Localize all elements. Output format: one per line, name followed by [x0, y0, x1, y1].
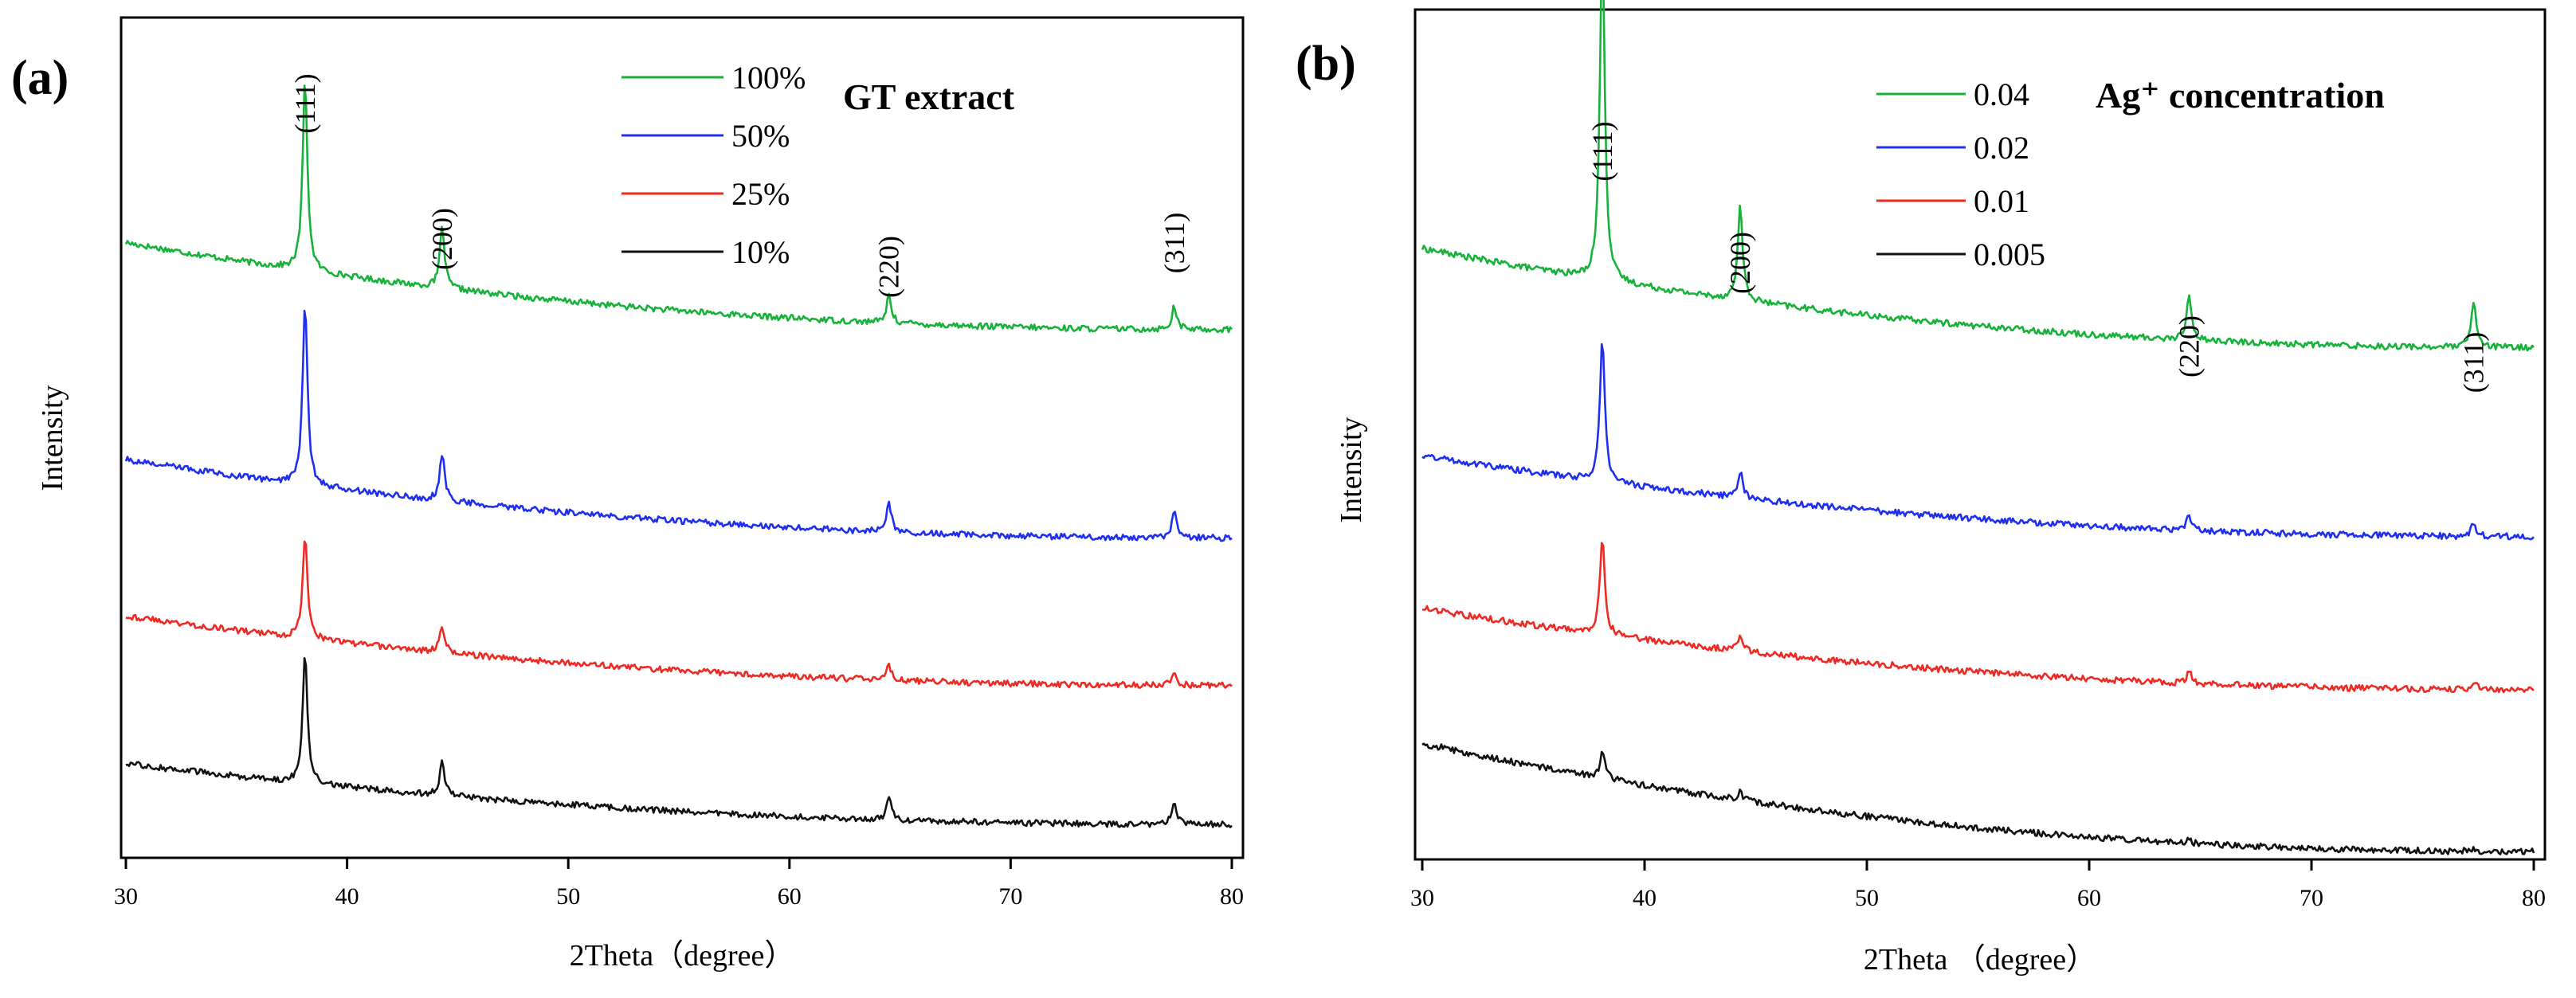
panel-b-legend: 0.04 0.02 0.01 0.005	[1876, 76, 2045, 272]
x-tick-label: 50	[556, 883, 580, 910]
panel-a-x-axis-title: 2Theta（degree）	[570, 939, 795, 973]
x-tick-label: 50	[1855, 885, 1879, 911]
series-line	[1421, 342, 2535, 541]
x-tick-label: 70	[998, 883, 1022, 910]
panel-b-series-group	[1421, 0, 2535, 855]
legend-label: 100%	[731, 60, 806, 96]
x-tick-label: 40	[335, 883, 359, 910]
legend-label: 10%	[731, 234, 790, 270]
x-tick-label: 60	[778, 883, 802, 910]
x-tick-label: 60	[2077, 885, 2101, 911]
panel-a-legend-title: GT extract	[843, 76, 1015, 117]
series-line	[125, 540, 1233, 690]
panel-a-legend: 100% 50% 25% 10%	[621, 60, 806, 270]
panel-a-series-group	[124, 84, 1233, 828]
legend-label: 0.04	[1974, 76, 2029, 112]
x-tick-label: 80	[1220, 883, 1244, 910]
panel-b-legend-title: Ag⁺ concentration	[2096, 75, 2385, 115]
peak-label: (200)	[426, 208, 458, 270]
x-tick-label: 30	[1410, 885, 1434, 911]
panel-b-plot-frame	[1413, 8, 2547, 861]
panel-b-x-axis-title: 2Theta （degree）	[1864, 943, 2096, 976]
peak-label: (111)	[1586, 121, 1618, 181]
peak-label: (220)	[2174, 315, 2205, 378]
legend-label: 0.005	[1974, 237, 2045, 272]
peak-label: (220)	[873, 236, 905, 298]
x-tick-label: 40	[1633, 885, 1657, 911]
panel-b-x-ticks: 30 40 50 60 70 80	[1410, 859, 2546, 911]
panel-b-label: (b)	[1296, 37, 1356, 91]
panel-a-plot-frame	[120, 16, 1245, 859]
peak-label: (311)	[1159, 213, 1190, 274]
series-line	[1422, 542, 2535, 694]
peak-label: (111)	[289, 73, 321, 133]
panel-a-label: (a)	[11, 51, 69, 105]
series-line	[1421, 742, 2535, 855]
panel-a-peak-labels: (111) (200) (220) (311)	[289, 73, 1190, 298]
series-line	[124, 309, 1233, 542]
panel-b-y-axis-title: Intensity	[1335, 417, 1368, 523]
series-line	[1421, 0, 2535, 352]
panel-a-x-ticks: 30 40 50 60 70 80	[114, 858, 1244, 910]
peak-label: (311)	[2458, 332, 2490, 393]
x-tick-label: 80	[2522, 885, 2546, 911]
peak-label: (200)	[1724, 232, 1756, 294]
series-line	[125, 656, 1233, 828]
x-tick-label: 30	[114, 883, 138, 910]
legend-label: 50%	[731, 118, 790, 154]
series-line	[124, 84, 1233, 334]
legend-label: 0.02	[1974, 130, 2029, 166]
panel-a: (a) 30 40 50 60 70 80 2Theta（degree） Intensit…	[11, 16, 1245, 973]
panel-a-y-axis-title: Intensity	[36, 386, 69, 491]
panel-b-peak-labels: (111) (200) (220) (311)	[1586, 121, 2490, 393]
legend-label: 25%	[731, 176, 790, 212]
legend-label: 0.01	[1974, 183, 2029, 219]
panel-b: (b) 30 40 50 60 70 80 2Theta （degree） Intensi…	[1296, 0, 2547, 976]
x-tick-label: 70	[2300, 885, 2323, 911]
